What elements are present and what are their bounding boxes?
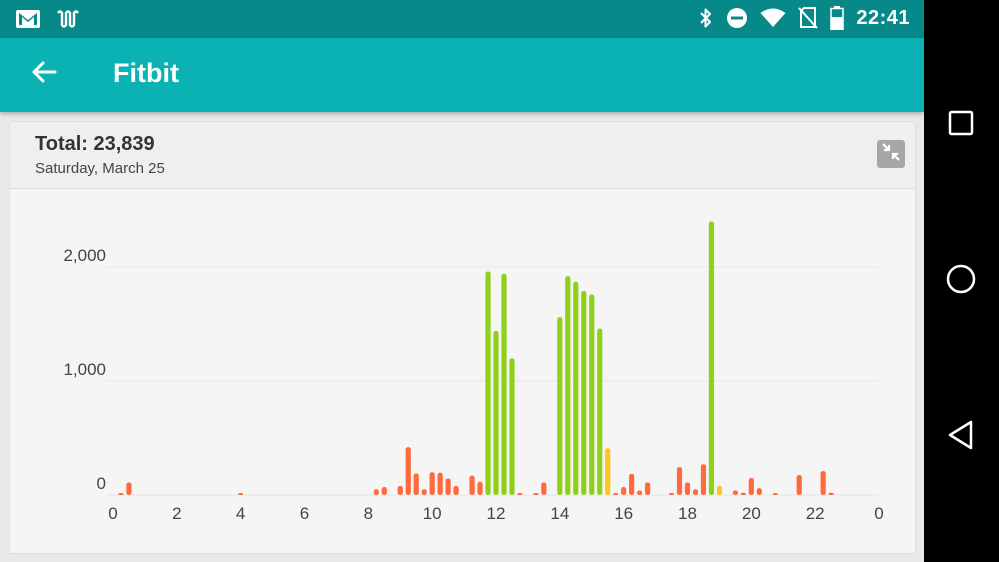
x-tick-label: 18 xyxy=(678,504,697,523)
gmail-icon xyxy=(16,7,40,31)
chart-bar[interactable] xyxy=(621,487,627,495)
steps-total: Total: 23,839 xyxy=(35,133,155,155)
home-button[interactable] xyxy=(936,256,986,306)
chart-bar[interactable] xyxy=(126,482,132,495)
x-tick-label: 8 xyxy=(364,504,373,523)
chart-bar[interactable] xyxy=(573,281,579,495)
chart-bar[interactable] xyxy=(796,475,802,495)
system-back-button[interactable] xyxy=(936,412,986,462)
no-sim-icon xyxy=(798,6,819,30)
x-tick-label: 2 xyxy=(172,504,181,523)
navigation-bar xyxy=(924,0,999,562)
app-title: Fitbit xyxy=(113,58,179,88)
chart-bar[interactable] xyxy=(517,493,523,495)
chart-bar[interactable] xyxy=(373,489,379,495)
recents-button[interactable] xyxy=(936,100,986,150)
chart-bar[interactable] xyxy=(421,489,427,495)
chart-bar[interactable] xyxy=(716,485,723,495)
chart-bar[interactable] xyxy=(772,493,778,495)
y-tick-label: 2,000 xyxy=(63,246,106,265)
chart-bar[interactable] xyxy=(597,328,603,495)
collapse-button[interactable] xyxy=(877,140,905,168)
chart-bar[interactable] xyxy=(238,493,244,495)
chart-bar[interactable] xyxy=(740,492,746,495)
chart-bar[interactable] xyxy=(477,481,483,495)
chart-bar[interactable] xyxy=(429,472,435,495)
back-button[interactable] xyxy=(22,52,66,96)
card-header: Total: 23,839 Saturday, March 25 xyxy=(10,122,915,189)
chart-bar[interactable] xyxy=(118,493,124,495)
y-tick-label: 1,000 xyxy=(63,360,106,379)
chart-bar[interactable] xyxy=(493,330,499,495)
chart-bar[interactable] xyxy=(645,482,651,495)
chart-bar[interactable] xyxy=(557,317,563,495)
chart-bar[interactable] xyxy=(613,493,619,495)
chart-bar[interactable] xyxy=(732,490,738,495)
chart-bar[interactable] xyxy=(581,290,587,495)
chart-bar[interactable] xyxy=(485,271,491,495)
x-tick-label: 10 xyxy=(423,504,442,523)
chart-bar[interactable] xyxy=(437,472,443,495)
newspaper-icon xyxy=(56,7,80,31)
chart-bar[interactable] xyxy=(469,475,475,495)
chart-bar[interactable] xyxy=(501,273,507,495)
chart-bar[interactable] xyxy=(565,276,571,495)
phone-screen: 22:41 Fitbit Total: 23,839 Saturday, Mar… xyxy=(0,0,924,562)
x-tick-label: 12 xyxy=(487,504,506,523)
x-tick-label: 0 xyxy=(108,504,117,523)
bluetooth-icon xyxy=(698,6,714,30)
x-tick-label: 16 xyxy=(614,504,633,523)
x-tick-label: 22 xyxy=(806,504,825,523)
chart-bar[interactable] xyxy=(381,487,387,495)
chart-bar[interactable] xyxy=(748,477,754,495)
chart-bar[interactable] xyxy=(445,478,451,495)
chart-bar[interactable] xyxy=(676,467,683,495)
chart-bar[interactable] xyxy=(605,448,611,495)
wifi-icon xyxy=(760,6,786,30)
chart-bar[interactable] xyxy=(692,489,699,495)
chart-bar[interactable] xyxy=(629,473,635,495)
chart-bar[interactable] xyxy=(413,473,419,495)
status-bar: 22:41 xyxy=(0,0,924,38)
battery-icon xyxy=(830,6,845,30)
chart-bar[interactable] xyxy=(684,482,691,495)
chart-bar[interactable] xyxy=(700,464,707,495)
chart-bar[interactable] xyxy=(637,490,643,495)
x-tick-label: 0 xyxy=(874,504,883,523)
chart-bar[interactable] xyxy=(756,488,762,495)
steps-date: Saturday, March 25 xyxy=(35,160,165,177)
x-tick-label: 4 xyxy=(236,504,245,523)
chart-bar[interactable] xyxy=(828,492,834,495)
x-tick-label: 14 xyxy=(550,504,569,523)
steps-bar-chart: 0 1,000 2,000 0 2 4 6 8 10 12 14 16 18 20 22 0 xyxy=(63,221,884,523)
steps-card: Total: 23,839 Saturday, March 25 0 1,000 2… xyxy=(9,121,916,554)
back-triangle-icon xyxy=(946,419,976,456)
recents-square-icon xyxy=(947,109,975,142)
chart-bar[interactable] xyxy=(397,485,403,495)
chart-bar[interactable] xyxy=(533,493,539,495)
chart-bar[interactable] xyxy=(541,482,547,495)
collapse-icon xyxy=(881,142,901,167)
y-tick-label: 0 xyxy=(97,474,106,493)
do-not-disturb-icon xyxy=(726,6,748,30)
chart-bar[interactable] xyxy=(509,358,515,495)
chart-bar[interactable] xyxy=(668,493,675,495)
x-tick-label: 6 xyxy=(300,504,309,523)
chart-bar[interactable] xyxy=(405,447,411,495)
home-circle-icon xyxy=(945,263,977,300)
chart-bar[interactable] xyxy=(589,294,595,495)
arrow-back-icon xyxy=(31,60,57,89)
app-bar: Fitbit xyxy=(0,38,924,112)
clock: 22:41 xyxy=(856,6,910,29)
chart-bar[interactable] xyxy=(708,221,715,495)
chart-bar[interactable] xyxy=(820,471,826,495)
chart-bar[interactable] xyxy=(453,485,459,495)
x-tick-label: 20 xyxy=(742,504,761,523)
